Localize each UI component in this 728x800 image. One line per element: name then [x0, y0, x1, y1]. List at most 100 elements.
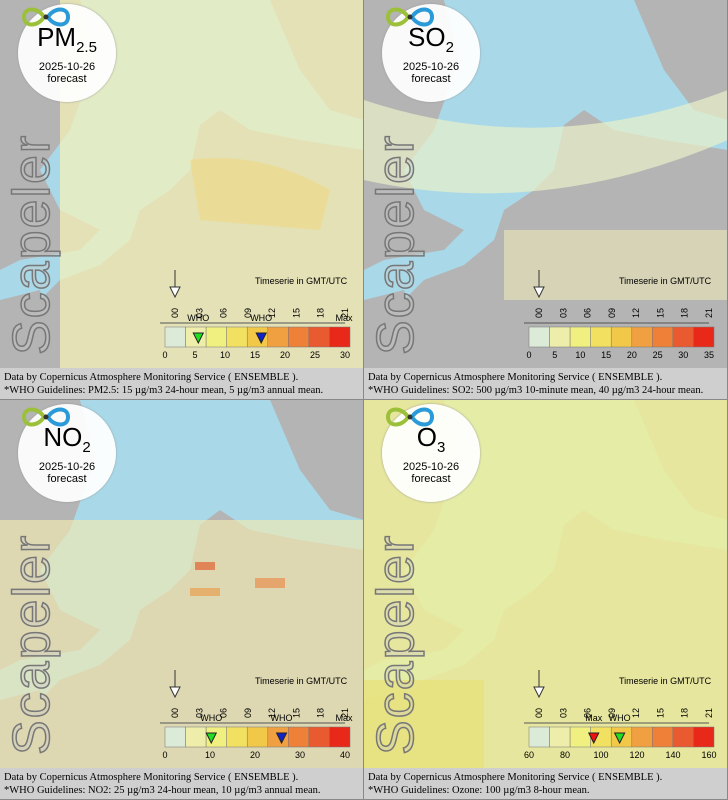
scale-tick-label: 25: [653, 350, 663, 360]
hour-label: 09: [243, 308, 253, 318]
map-panel: Timeserie in GMT/UTC 00 03 06 09 12 15 18 21 60 80…: [364, 400, 728, 800]
scale-tick-label: 20: [280, 350, 290, 360]
hour-label: 00: [534, 708, 544, 718]
logo-dot: [43, 14, 49, 20]
logo-right: [410, 7, 435, 27]
marker-arrow: [205, 732, 218, 745]
pollutant-sub: 2: [82, 439, 91, 457]
hour-label: 12: [267, 708, 277, 718]
scale-tick-label: 100: [593, 750, 608, 760]
scale-tick-label: 10: [575, 350, 585, 360]
scale-tick-label: 10: [220, 350, 230, 360]
scale-tick-label: 30: [295, 750, 305, 760]
footer-line: *WHO Guidelines: Ozone: 100 µg/m3 8-hour…: [368, 785, 590, 796]
logo-left: [21, 7, 46, 27]
footer-line: Data by Copernicus Atmosphere Monitoring…: [368, 372, 663, 383]
marker-label: WHO: [250, 313, 272, 323]
scale-cell: [652, 326, 674, 348]
scale-cell: [185, 726, 207, 748]
timeserie-label: Timeserie in GMT/UTC: [619, 276, 712, 286]
footer: Data by Copernicus Atmosphere Monitoring…: [0, 368, 363, 399]
pollutant-name: SO: [408, 22, 446, 52]
pollution-overlay: [364, 90, 727, 194]
pollutant-title: O3: [382, 424, 480, 461]
scale-cell: [308, 726, 330, 748]
hour-label: 21: [340, 308, 350, 318]
pollution-overlay: [504, 230, 727, 300]
scale-tick-label: 10: [205, 750, 215, 760]
date: 2025-10-26: [38, 461, 96, 474]
scale-cell: [288, 326, 310, 348]
map-panel: Timeserie in GMT/UTC 00 03 06 09 12 15 18 21 0 5 10…: [364, 0, 728, 400]
footer-line: *WHO Guidelines: PM2.5: 15 µg/m3 24-hour…: [4, 385, 324, 396]
hour-label: 03: [558, 708, 568, 718]
scale-tick-label: 120: [629, 750, 644, 760]
hour-label: 18: [680, 308, 690, 318]
hour-label: 03: [194, 708, 204, 718]
scale-cell: [672, 726, 694, 748]
scale-cell: [652, 726, 674, 748]
scale-cell: [308, 326, 330, 348]
pollutant-title: NO2: [18, 424, 116, 461]
badge: PM2.5 2025-10-26 forecast: [18, 4, 116, 102]
hour-label: 15: [655, 708, 665, 718]
marker-label: WHO: [609, 713, 631, 723]
hour-label: 21: [704, 308, 714, 318]
footer-line: Data by Copernicus Atmosphere Monitoring…: [4, 372, 299, 383]
scale-tick-label: 40: [340, 750, 350, 760]
logo: [385, 7, 435, 27]
footer: Data by Copernicus Atmosphere Monitoring…: [364, 768, 727, 799]
scale-cell: [549, 326, 571, 348]
marker-arrow: [192, 332, 205, 345]
hour-label: 00: [170, 708, 180, 718]
footer: Data by Copernicus Atmosphere Monitoring…: [0, 768, 363, 799]
scale-tick-label: 20: [250, 750, 260, 760]
hour-label: 18: [316, 308, 326, 318]
marker-label: WHO: [271, 713, 293, 723]
scale-cell: [672, 326, 694, 348]
pollution-overlay: [190, 588, 220, 596]
marker-arrow: [587, 732, 600, 745]
footer-line: *WHO Guidelines: NO2: 25 µg/m3 24-hour m…: [4, 785, 321, 796]
scale-tick-label: 15: [250, 350, 260, 360]
scale-cell: [528, 726, 550, 748]
date: 2025-10-26: [402, 61, 460, 74]
max-label: Max: [335, 713, 353, 723]
logo-dot: [43, 414, 49, 420]
marker-arrow: [275, 732, 288, 745]
pollutant-name: NO: [43, 422, 83, 452]
status: forecast: [411, 73, 451, 86]
pollutant-sub: 2: [445, 39, 454, 57]
hour-label: 21: [340, 708, 350, 718]
footer-line: Data by Copernicus Atmosphere Monitoring…: [4, 772, 299, 783]
scale-tick-label: 0: [162, 750, 167, 760]
scale-cell: [288, 726, 310, 748]
scale-cell: [329, 326, 351, 348]
scale-cell: [267, 326, 289, 348]
scale-tick-label: 80: [560, 750, 570, 760]
timeserie-label: Timeserie in GMT/UTC: [255, 676, 348, 686]
pollutant-sub: 3: [436, 439, 446, 457]
hour-label: 03: [194, 308, 204, 318]
hour-label: 21: [704, 708, 714, 718]
hour-label: 06: [219, 708, 229, 718]
marker-label: WHO: [200, 713, 222, 723]
logo: [21, 7, 71, 27]
hour-label: 15: [291, 708, 301, 718]
map-panel: Timeserie in GMT/UTC 00 03 06 09 12 15 18 21 0 5 10…: [0, 0, 364, 400]
hour-label: 15: [291, 308, 301, 318]
map: Timeserie in GMT/UTC 00 03 06 09 12 15 18 21 0 5 10…: [0, 0, 363, 368]
pollution-overlay: [364, 680, 484, 768]
scale-tick-label: 0: [162, 350, 167, 360]
pollutant-title: SO2: [382, 24, 480, 61]
scale-tick-label: 60: [524, 750, 534, 760]
hour-label: 12: [631, 308, 641, 318]
hour-label: 18: [680, 708, 690, 718]
pollutant-name: PM: [37, 22, 77, 52]
marker-label: Max: [585, 713, 603, 723]
scale-cell: [246, 726, 269, 748]
pollutant-sub: 2.5: [76, 39, 97, 57]
hour-label: 00: [534, 308, 544, 318]
scale-cell: [693, 726, 715, 748]
scale-cell: [590, 326, 612, 348]
